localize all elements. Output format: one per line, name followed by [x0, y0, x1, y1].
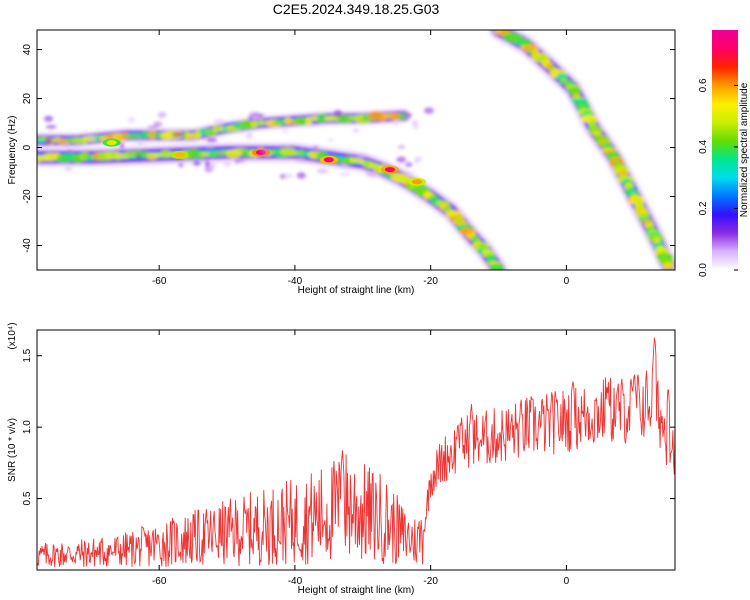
colorbar-strip: [712, 30, 738, 270]
spectrogram-xtick-label: 0: [564, 276, 570, 287]
spectrogram-heat: [37, 30, 675, 270]
snr-ytick-label: 0.5: [22, 491, 33, 505]
colorbar-tick-label: 0.4: [698, 140, 709, 154]
track-steep-band: [488, 30, 675, 270]
colorbar: 0.0 0.2 0.4 0.6 Normalized spectral amplitu…: [698, 30, 750, 277]
spectrogram-xtick-label: -60: [152, 276, 167, 287]
snr-xtick-label: -20: [423, 576, 438, 587]
snr-frame: [36, 329, 676, 571]
snr-xlabel: Height of straight line (km): [298, 585, 415, 596]
snr-series-line: [37, 337, 675, 568]
spectrogram-xtick-label: -40: [288, 276, 303, 287]
figure-title: C2E5.2024.349.18.25.G03: [273, 1, 440, 17]
colorbar-tick-label: 0.6: [698, 78, 709, 92]
colorbar-tick-label: 0.2: [698, 201, 709, 215]
snr-ytick-label: 1.0: [22, 420, 33, 434]
snr-ticks: -60 -40 -20 0 0.5 1.0 1.5: [22, 330, 675, 587]
snr-xtick-label: -40: [288, 576, 303, 587]
spectrogram-ylabel: Frequency (Hz): [7, 116, 18, 185]
snr-ylabel: SNR (10 * v/v): [7, 418, 18, 482]
spectrogram-frame: [36, 29, 676, 271]
spectrogram-xlabel: Height of straight line (km): [298, 285, 415, 296]
snr-multiplier: (x10⁴): [7, 322, 18, 349]
colorbar-ticks: 0.0 0.2 0.4 0.6: [698, 78, 738, 277]
spectrogram-ytick-label: -20: [22, 189, 33, 204]
spectrogram-xtick-label: -20: [423, 276, 438, 287]
snr-xtick-label: 0: [564, 576, 570, 587]
speckles: [44, 107, 434, 179]
spectrogram-ytick-label: 20: [22, 93, 33, 105]
spectrogram-panel: -60 -40 -20 0 40 20 0 -20 -40 Height of straight…: [7, 29, 676, 296]
spectrogram-ytick-label: 0: [22, 144, 33, 150]
spectrogram-ticks: -60 -40 -20 0 40 20 0 -20 -40: [22, 30, 675, 287]
spectrogram-ytick-label: -40: [22, 238, 33, 253]
spectrogram-ytick-label: 40: [22, 44, 33, 56]
snr-ytick-label: 1.5: [22, 348, 33, 362]
snr-panel: -60 -40 -20 0 0.5 1.0 1.5 Height of straight l…: [7, 322, 676, 596]
track-upper-band: [37, 108, 411, 148]
snr-xtick-label: -60: [152, 576, 167, 587]
colorbar-tick-label: 0.0: [698, 263, 709, 277]
colorbar-label: Normalized spectral amplitude: [739, 82, 750, 217]
